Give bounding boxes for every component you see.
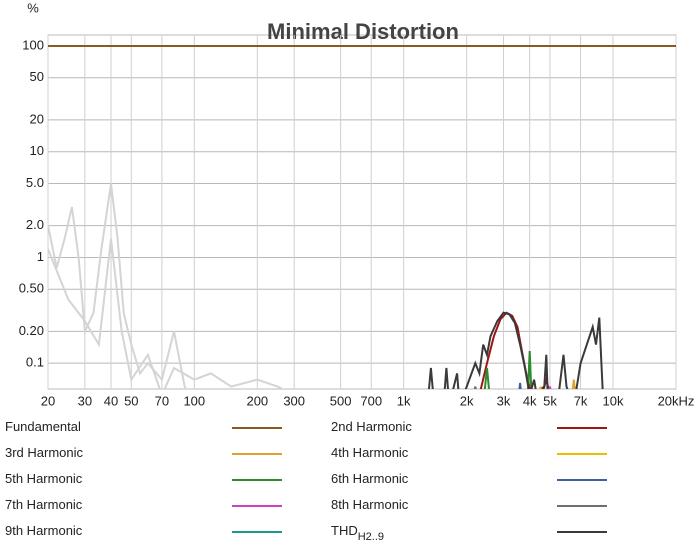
x-tick-label: 5k: [543, 393, 557, 408]
series-line: [518, 382, 522, 389]
x-tick-label: 10k: [603, 393, 624, 408]
y-tick-label: 1: [37, 249, 44, 264]
y-tick-label: 5.0: [26, 175, 44, 190]
series-line: [539, 386, 542, 389]
y-tick-label: 20: [30, 111, 44, 126]
series-line: [548, 386, 552, 389]
legend-name: 2nd Harmonic: [331, 419, 412, 434]
y-tick-label: 2.0: [26, 217, 44, 232]
x-tick-label: 70: [155, 393, 169, 408]
x-tick-label: 1k: [397, 393, 411, 408]
legend-name: 4th Harmonic: [331, 445, 409, 460]
x-tick-label: 40: [104, 393, 118, 408]
x-tick-label: 50: [124, 393, 138, 408]
legend-name: THD: [331, 523, 358, 538]
background-trace: [48, 183, 188, 389]
legend-label: 3rd Harmonic: [5, 445, 84, 460]
series-line: [567, 395, 573, 405]
legend-name: 6th Harmonic: [331, 471, 409, 486]
legend-name: Fundamental: [5, 419, 81, 434]
y-tick-label: 50: [30, 69, 44, 84]
chart-title: Minimal Distortion: [267, 19, 459, 44]
legend-label: 7th Harmonic: [5, 497, 83, 512]
plot-area: [47, 34, 677, 390]
x-tick-label: 20: [41, 393, 55, 408]
y-tick-label: 0.20: [19, 323, 44, 338]
legend-subscript: H2..9: [358, 531, 384, 543]
x-tick-label: 100: [183, 393, 205, 408]
legend-label: Fundamental: [5, 419, 81, 434]
legend-label: 6th Harmonic: [331, 471, 409, 486]
x-tick-label: 4k: [523, 393, 537, 408]
legend-label: 8th Harmonic: [331, 497, 409, 512]
legend-name: 5th Harmonic: [5, 471, 83, 486]
legend-label: 2nd Harmonic: [331, 419, 412, 434]
x-tick-label: 20kHz: [658, 393, 695, 408]
legend-label: 9th Harmonic: [5, 523, 83, 538]
x-tick-label: 700: [360, 393, 382, 408]
x-tick-label: 2k: [460, 393, 474, 408]
x-tick-label: 30: [78, 393, 92, 408]
background-trace: [48, 238, 285, 389]
series-line: [571, 379, 576, 389]
legend-name: 8th Harmonic: [331, 497, 409, 512]
legend-name: 9th Harmonic: [5, 523, 83, 538]
x-tick-label: 7k: [574, 393, 588, 408]
y-tick-label: 10: [30, 143, 44, 158]
y-tick-label: 100: [22, 37, 44, 52]
y-unit: %: [27, 0, 39, 15]
y-tick-label: 0.50: [19, 281, 44, 296]
legend-label: 4th Harmonic: [331, 445, 409, 460]
plot-lines: [48, 45, 676, 405]
x-tick-label: 3k: [497, 393, 511, 408]
legend-name: 3rd Harmonic: [5, 445, 84, 460]
x-tick-label: 200: [246, 393, 268, 408]
legend-name: 7th Harmonic: [5, 497, 83, 512]
series-line: [483, 351, 533, 389]
y-tick-label: 0.1: [26, 355, 44, 370]
series-line: [427, 311, 604, 389]
x-tick-label: 500: [330, 393, 352, 408]
legend-label: THDH2..9: [331, 523, 384, 542]
legend-label: 5th Harmonic: [5, 471, 83, 486]
x-tick-label: 300: [283, 393, 305, 408]
series-line: [473, 386, 477, 389]
